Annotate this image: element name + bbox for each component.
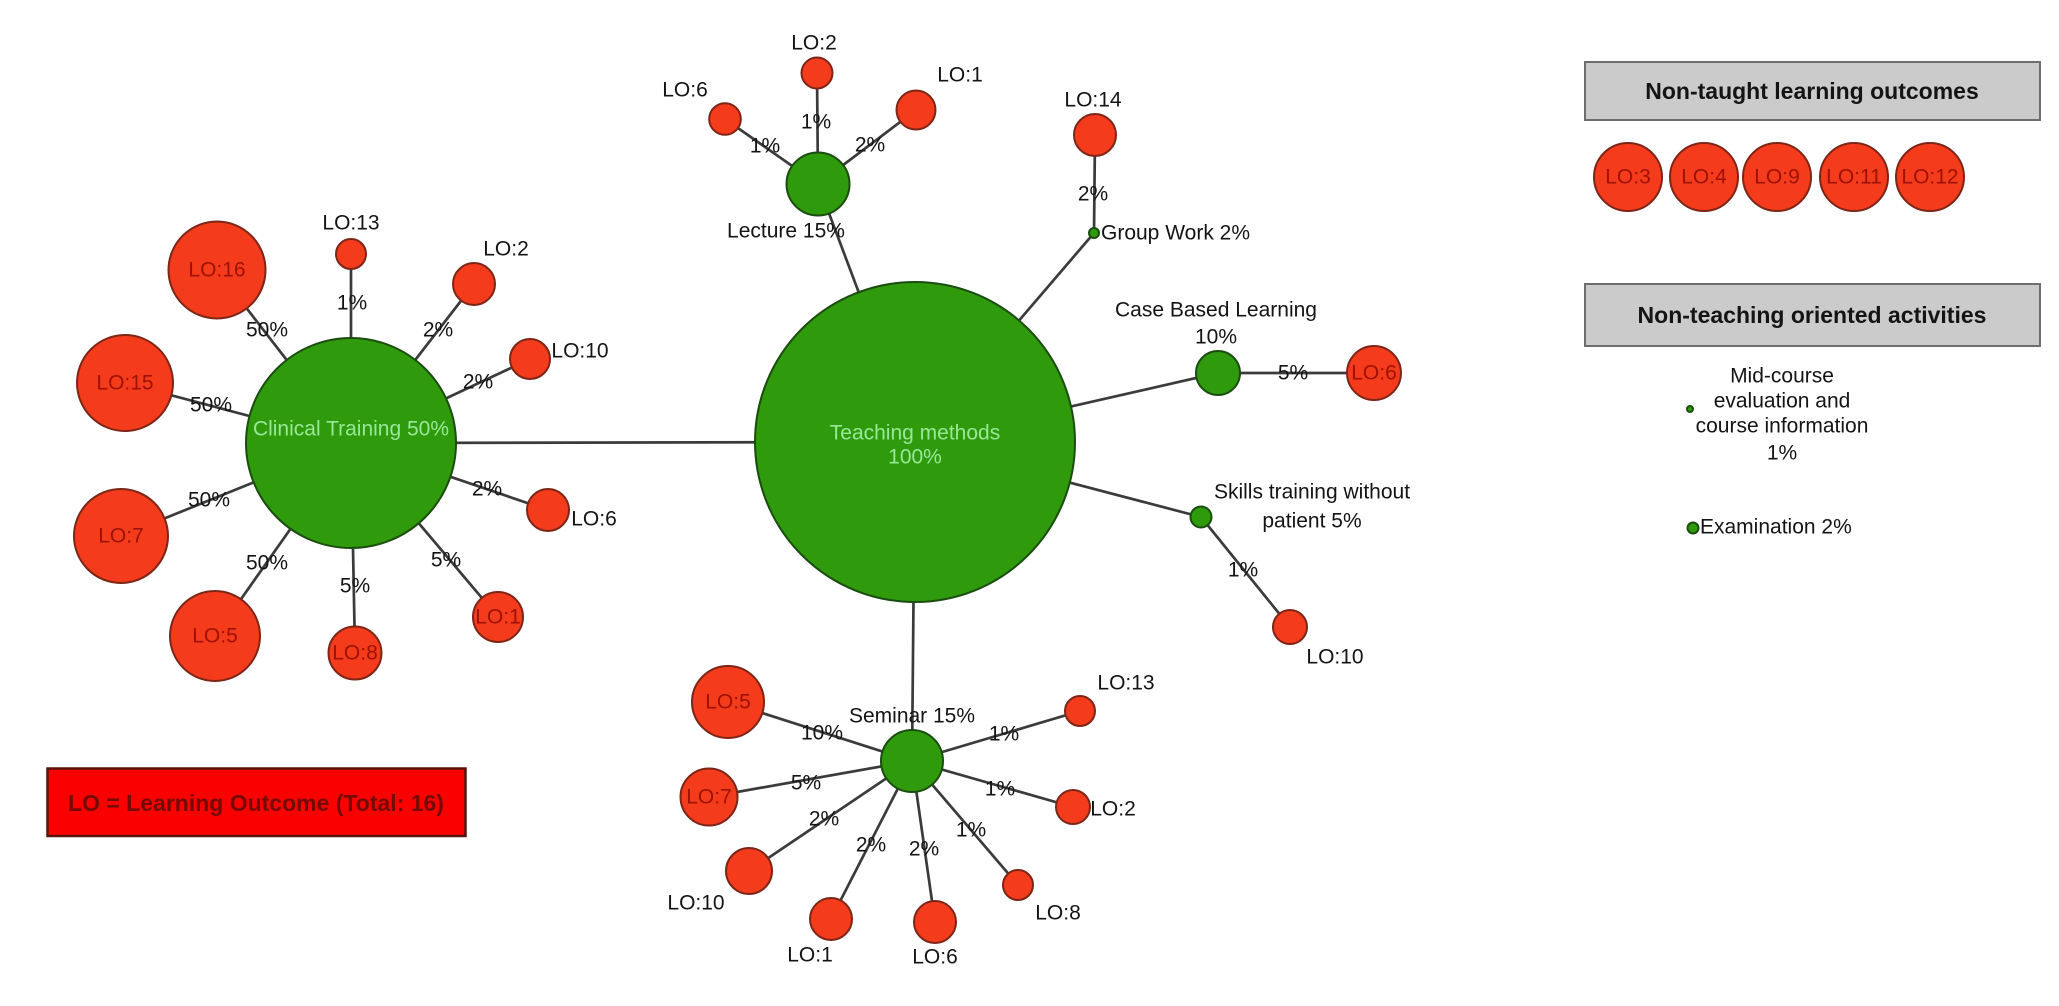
svg-text:2%: 2% xyxy=(855,134,885,157)
svg-text:Skills training without: Skills training without xyxy=(1214,481,1410,504)
svg-text:Teaching methods: Teaching methods xyxy=(830,422,1000,445)
svg-text:50%: 50% xyxy=(190,394,232,417)
svg-text:Case Based Learning: Case Based Learning xyxy=(1115,299,1317,322)
svg-text:50%: 50% xyxy=(246,319,288,342)
svg-text:LO:1: LO:1 xyxy=(475,606,521,629)
svg-text:patient 5%: patient 5% xyxy=(1262,510,1361,533)
svg-text:1%: 1% xyxy=(1767,442,1797,465)
svg-text:LO:10: LO:10 xyxy=(551,340,608,363)
svg-text:LO:8: LO:8 xyxy=(332,642,378,665)
svg-text:1%: 1% xyxy=(989,723,1019,746)
svg-text:2%: 2% xyxy=(909,838,939,861)
svg-text:2%: 2% xyxy=(809,808,839,831)
svg-text:2%: 2% xyxy=(472,478,502,501)
svg-text:LO:13: LO:13 xyxy=(322,212,379,235)
svg-text:10%: 10% xyxy=(1195,326,1237,349)
svg-text:LO:12: LO:12 xyxy=(1901,166,1958,189)
svg-text:Seminar 15%: Seminar 15% xyxy=(849,705,975,728)
svg-text:LO = Learning Outcome (Total:: LO = Learning Outcome (Total: 16) xyxy=(68,790,444,816)
svg-text:LO:10: LO:10 xyxy=(1306,646,1363,669)
svg-text:LO:2: LO:2 xyxy=(791,32,837,55)
svg-text:LO:3: LO:3 xyxy=(1605,166,1651,189)
svg-text:LO:8: LO:8 xyxy=(1035,902,1081,925)
svg-text:100%: 100% xyxy=(888,446,942,469)
svg-text:LO:1: LO:1 xyxy=(787,944,833,967)
svg-text:Non-taught learning outcomes: Non-taught learning outcomes xyxy=(1645,78,1979,104)
svg-text:LO:13: LO:13 xyxy=(1097,672,1154,695)
svg-text:50%: 50% xyxy=(246,552,288,575)
svg-text:LO:15: LO:15 xyxy=(96,372,153,395)
svg-text:2%: 2% xyxy=(463,371,493,394)
svg-text:5%: 5% xyxy=(340,575,370,598)
svg-text:LO:14: LO:14 xyxy=(1064,89,1122,112)
svg-text:LO:6: LO:6 xyxy=(912,946,958,969)
svg-text:LO:11: LO:11 xyxy=(1826,166,1882,189)
svg-text:LO:4: LO:4 xyxy=(1681,166,1727,189)
svg-text:2%: 2% xyxy=(856,834,886,857)
svg-text:LO:7: LO:7 xyxy=(98,525,144,548)
svg-text:5%: 5% xyxy=(431,549,461,572)
svg-text:LO:5: LO:5 xyxy=(192,625,238,648)
svg-text:LO:2: LO:2 xyxy=(1090,798,1136,821)
svg-text:Non-teaching oriented activiti: Non-teaching oriented activities xyxy=(1638,302,1987,328)
svg-text:LO:6: LO:6 xyxy=(662,79,708,102)
svg-text:5%: 5% xyxy=(1278,362,1308,385)
svg-text:1%: 1% xyxy=(956,819,986,842)
svg-text:LO:1: LO:1 xyxy=(937,64,983,87)
svg-text:1%: 1% xyxy=(750,135,780,158)
svg-text:1%: 1% xyxy=(985,778,1015,801)
svg-text:1%: 1% xyxy=(337,292,367,315)
svg-text:LO:6: LO:6 xyxy=(571,508,617,531)
svg-text:1%: 1% xyxy=(1228,559,1258,582)
svg-text:LO:6: LO:6 xyxy=(1351,362,1397,385)
svg-text:2%: 2% xyxy=(1078,183,1108,206)
svg-text:LO:10: LO:10 xyxy=(667,892,724,915)
svg-text:Lecture 15%: Lecture 15% xyxy=(727,220,845,243)
svg-text:LO:7: LO:7 xyxy=(686,786,732,809)
svg-text:LO:16: LO:16 xyxy=(188,259,245,282)
svg-text:Clinical Training 50%: Clinical Training 50% xyxy=(253,418,449,441)
svg-text:course information: course information xyxy=(1696,415,1869,438)
svg-text:Examination 2%: Examination 2% xyxy=(1700,516,1852,539)
svg-text:Mid-course: Mid-course xyxy=(1730,365,1834,388)
svg-text:2%: 2% xyxy=(423,319,453,342)
svg-text:LO:2: LO:2 xyxy=(483,238,529,261)
svg-text:5%: 5% xyxy=(791,772,821,795)
svg-text:Group Work 2%: Group Work 2% xyxy=(1101,222,1250,245)
svg-text:evaluation and: evaluation and xyxy=(1714,390,1851,413)
svg-text:1%: 1% xyxy=(801,111,831,134)
svg-text:LO:9: LO:9 xyxy=(1754,166,1800,189)
svg-text:10%: 10% xyxy=(801,722,843,745)
svg-text:LO:5: LO:5 xyxy=(705,691,751,714)
svg-text:50%: 50% xyxy=(188,489,230,512)
